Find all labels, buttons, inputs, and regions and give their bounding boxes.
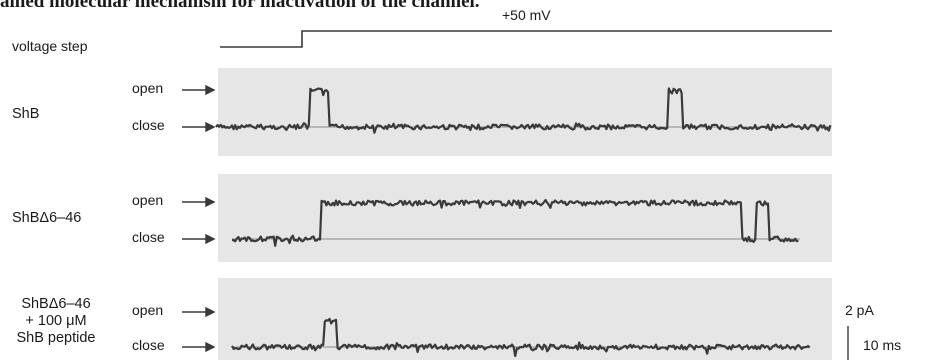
scale-bar-current-label: 2 pA xyxy=(845,302,874,318)
open-label-shb-d6-46-peptide: open xyxy=(132,302,164,318)
close-label-shb-d6-46: close xyxy=(132,229,165,245)
condition-label-shb-d6-46: ShBΔ6–46 xyxy=(12,210,82,226)
current-trace-shb-d6-46 xyxy=(231,198,799,247)
current-trace-shb-d6-46-peptide xyxy=(231,317,811,358)
open-label-shb-d6-46: open xyxy=(132,192,164,208)
open-arrowhead-icon xyxy=(205,84,216,96)
scale-bar-time-label: 10 ms xyxy=(863,337,902,353)
close-label-shb-d6-46-peptide: close xyxy=(132,337,165,353)
open-arrowhead-icon xyxy=(205,196,216,208)
close-arrowhead-icon xyxy=(205,341,216,353)
voltage-step-line xyxy=(220,30,832,48)
close-arrowhead-icon xyxy=(205,233,216,245)
open-label-shb: open xyxy=(132,80,164,96)
condition-label-shb-d6-46-peptide: ShBΔ6–46 + 100 μM ShB peptide xyxy=(16,296,96,346)
voltage-step-label: voltage step xyxy=(12,38,88,54)
close-label-shb: close xyxy=(132,117,165,133)
close-arrowhead-icon xyxy=(205,121,216,133)
current-trace-shb xyxy=(215,87,832,134)
open-arrowhead-icon xyxy=(205,306,216,318)
trace-panel-shb xyxy=(218,68,832,156)
figure-caption-fragment: ained molecular mechanism for inactivati… xyxy=(0,0,480,12)
voltage-level-label: +50 mV xyxy=(502,7,551,23)
condition-label-shb: ShB xyxy=(12,106,40,122)
